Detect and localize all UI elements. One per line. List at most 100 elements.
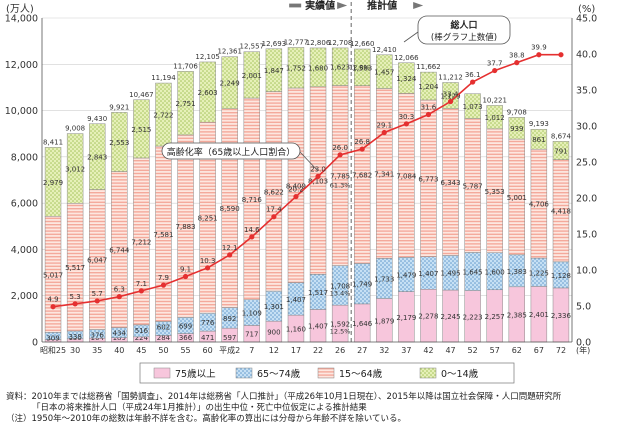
left-tick-label: 14,000 (5, 14, 38, 25)
left-tick-label: 10,000 (5, 106, 38, 117)
segment-value-label: 6,744 (109, 247, 130, 255)
segment-value-label: 2,223 (463, 313, 483, 321)
total-label: 8,411 (43, 138, 63, 146)
source-note-line-2: 「日本の将来推計人口（平成24年1月推計）」の出生中位・死亡中位仮定による推計結… (32, 403, 367, 413)
aging-rate-point (315, 173, 321, 179)
aging-rate-label: 12.1 (222, 244, 238, 252)
segment-value-label: 2,278 (418, 313, 438, 321)
segment-value-label: 5,787 (463, 183, 483, 191)
segment-value-label: 1,407 (308, 323, 328, 331)
total-label: 11,662 (416, 63, 441, 71)
x-axis-unit: (年) (576, 345, 590, 355)
segment-value-label: 699 (179, 322, 192, 330)
left-tick-label: 4,000 (11, 245, 38, 256)
bar-segment-0-14 (530, 128, 548, 150)
segment-value-label: 1,160 (286, 326, 306, 334)
right-tick-label: 20.0 (576, 194, 597, 205)
bar-segment-0-14 (44, 147, 62, 217)
x-tick-label: 37 (401, 346, 411, 355)
segment-value-label: 2,553 (109, 139, 129, 147)
segment-value-label: 1,879 (374, 317, 394, 325)
segment-value-label: 2,245 (441, 313, 461, 321)
segment-value-label: 434 (113, 330, 127, 338)
right-tick-label: 15.0 (576, 230, 597, 241)
segment-value-label: 1,457 (374, 69, 394, 77)
segment-value-label: 1,847 (264, 67, 284, 75)
total-callout-subtitle: (棒グラフ上数値) (431, 32, 497, 43)
share-75: 12.5% (330, 328, 351, 336)
aging-rate-label: 10.3 (200, 257, 216, 265)
segment-value-label: 4,706 (529, 201, 550, 209)
segment-value-label: 1,752 (286, 65, 306, 73)
aging-rate-label: 23.0 (310, 165, 326, 173)
aging-rate-label: 4.9 (47, 296, 58, 304)
aging-rate-label: 37.7 (487, 60, 503, 68)
segment-value-label: 6,773 (418, 175, 438, 183)
segment-value-label: 1,073 (463, 103, 483, 111)
actual-arrow (337, 2, 348, 9)
left-tick-label: 0 (32, 338, 38, 349)
source-note-line-1: 資料：2010年までは総務省「国勢調査」、2014年は総務省「人口推計」（平成2… (6, 392, 562, 402)
segment-value-label: 2,257 (485, 313, 505, 321)
segment-value-label: 376 (91, 332, 105, 340)
bar-segment-0-14 (221, 56, 238, 109)
share-65-74: 13.4% (330, 289, 351, 297)
x-tick-label: 32 (379, 346, 389, 355)
segment-value-label: 1,708 (330, 282, 350, 290)
segment-value-label: 284 (157, 334, 171, 342)
segment-value-label: 189 (113, 334, 126, 342)
segment-value-label: 8,590 (220, 205, 240, 213)
share-0-14: 12.8% (349, 64, 370, 72)
left-tick-label: 8,000 (11, 152, 38, 163)
segment-value-label: 597 (223, 334, 236, 342)
segment-value-label: 717 (245, 331, 258, 339)
total-label: 12,693 (262, 40, 287, 48)
left-tick-label: 12,000 (5, 60, 38, 71)
total-label: 9,193 (529, 120, 549, 128)
left-tick-label: 2,000 (11, 291, 38, 302)
segment-value-label: 516 (135, 327, 149, 335)
projection-arrow (413, 2, 424, 9)
total-label: 9,921 (109, 103, 129, 111)
segment-value-label: 2,401 (529, 311, 549, 319)
total-label: 12,066 (394, 54, 419, 62)
right-tick-label: 10.0 (576, 266, 597, 277)
aging-rate-point (271, 214, 277, 220)
aging-rate-point (558, 52, 564, 58)
segment-value-label: 1,646 (352, 320, 373, 328)
bar-segment-0-14 (265, 48, 283, 92)
bar-segment-0-14 (354, 48, 371, 86)
aging-rate-label: 5.7 (92, 290, 103, 298)
segment-value-label: 7,785 (330, 173, 350, 181)
aging-rate-point (470, 79, 476, 85)
segment-value-label: 2,385 (507, 311, 527, 319)
total-label: 12,105 (195, 53, 220, 61)
aging-rate-point (337, 152, 343, 158)
segment-value-label: 2,843 (87, 154, 107, 162)
rate-callout-text: 高齢化率（65歳以上人口割合） (167, 146, 295, 158)
segment-value-label: 1,109 (242, 310, 262, 318)
bar-segment-0-14 (552, 141, 570, 160)
total-label: 12,660 (350, 40, 375, 48)
aging-rate-label: 17.4 (266, 206, 282, 214)
x-tick-label: 40 (114, 346, 124, 355)
segment-value-label: 2,722 (153, 112, 173, 120)
segment-value-label: 8,103 (308, 178, 328, 186)
aging-rate-point (249, 234, 255, 240)
aging-rate-point (381, 129, 387, 136)
segment-value-label: 8,716 (242, 196, 263, 204)
x-tick-label: 30 (70, 346, 80, 355)
segment-value-label: 471 (201, 334, 214, 342)
x-tick-label: 17 (291, 346, 301, 355)
aging-rate-label: 26.8 (354, 138, 370, 146)
segment-value-label: 2,336 (551, 312, 572, 320)
segment-value-label: 5,001 (507, 194, 527, 202)
aging-rate-label: 38.8 (509, 52, 525, 60)
total-label: 8,674 (551, 132, 572, 140)
aging-rate-point (94, 298, 100, 304)
aging-rate-label: 39.9 (531, 44, 547, 52)
x-tick-label: 7 (249, 346, 254, 355)
legend-label: 0〜14歳 (441, 368, 479, 380)
legend-swatch (153, 367, 171, 379)
segment-value-label: 1,129 (441, 93, 461, 101)
